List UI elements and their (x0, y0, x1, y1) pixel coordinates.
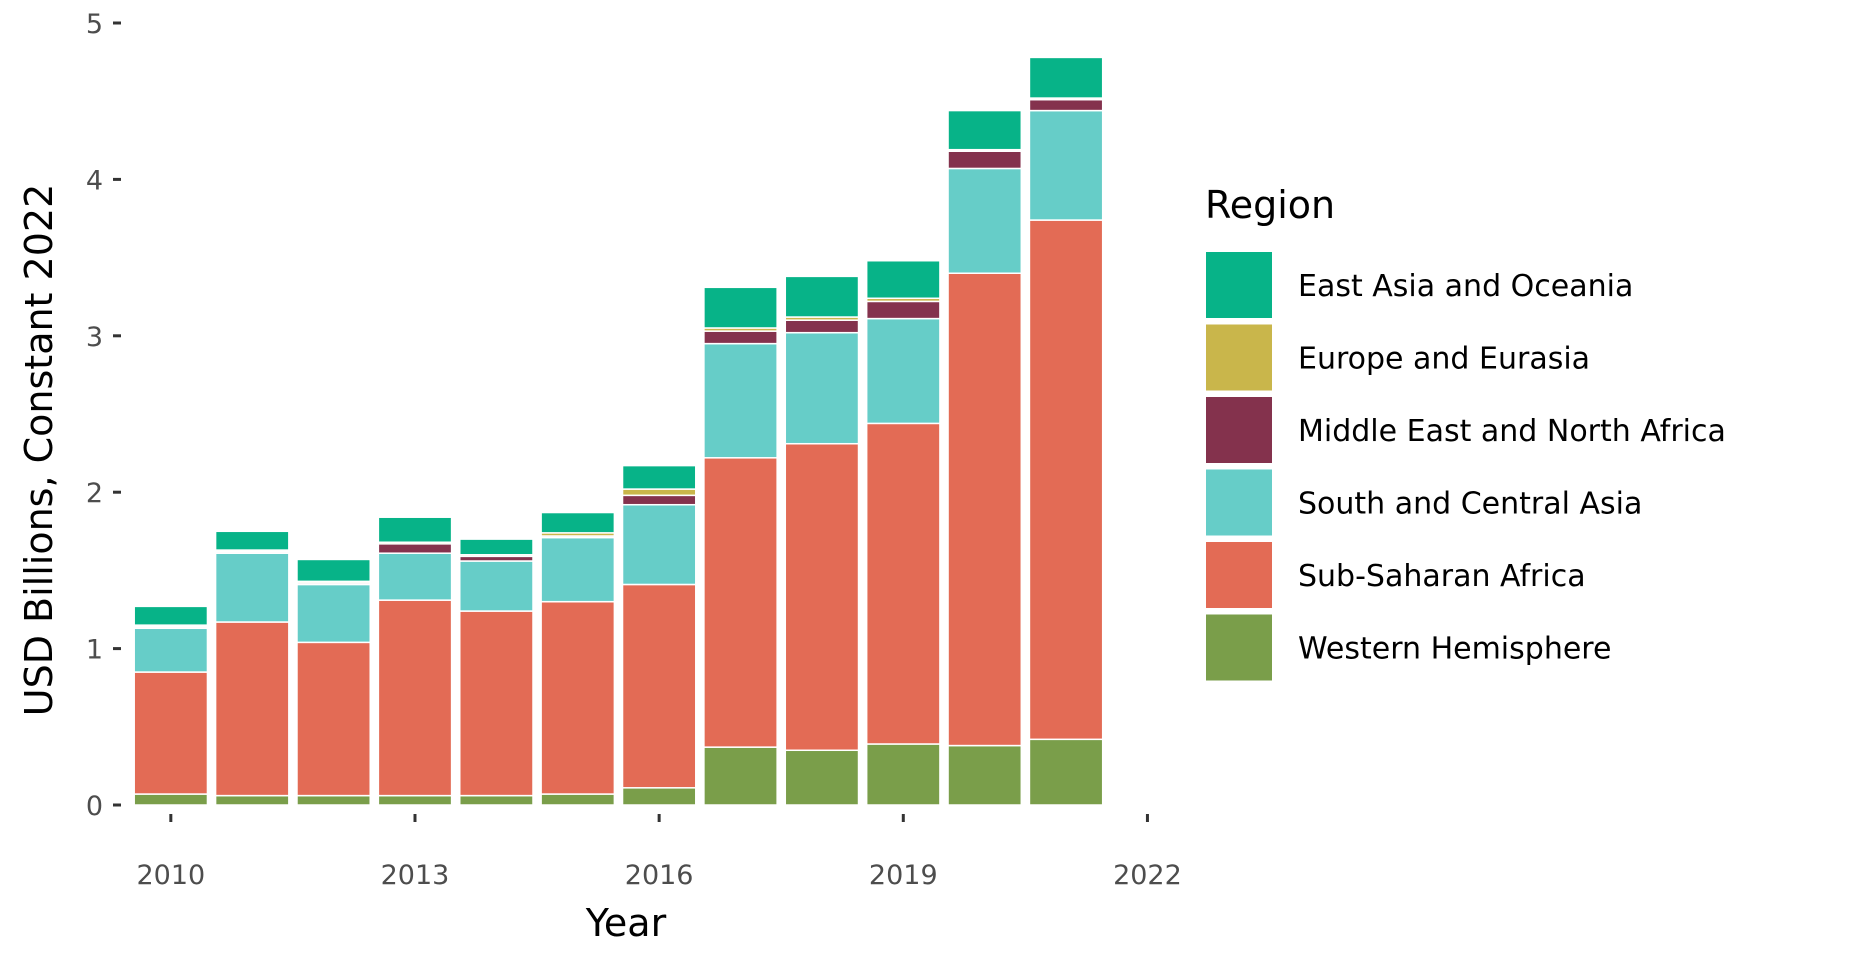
legend-title: Region (1205, 183, 1335, 227)
bar-segment (621, 583, 697, 789)
x-tick-label: 2010 (136, 860, 205, 891)
legend: Region East Asia and Oceania Europe and E… (1204, 183, 1726, 683)
bar-segment (947, 744, 1023, 806)
bar-segment (377, 599, 453, 797)
y-tick-label: 1 (86, 635, 103, 666)
bar-segment (214, 794, 290, 806)
bar-segment (214, 552, 290, 623)
bar-segment (459, 610, 534, 797)
bar-segment (703, 457, 778, 748)
bar-segment (540, 793, 616, 806)
bar-segment (947, 109, 1023, 151)
bar-segment (621, 464, 697, 490)
bar-segment (133, 793, 209, 806)
bars-layer (133, 56, 1104, 806)
bar-segment (133, 671, 209, 795)
bar-segment (377, 794, 453, 806)
bar-segment (296, 794, 371, 806)
bar-segment (377, 516, 453, 543)
bar-segment (377, 552, 453, 601)
bar-segment (459, 538, 534, 556)
bar-segment (865, 422, 941, 745)
legend-key (1204, 322, 1274, 393)
legend-label: Europe and Eurasia (1298, 342, 1590, 377)
legend-label: Sub-Saharan Africa (1298, 559, 1586, 594)
bar-segment (947, 272, 1023, 747)
bar-segment (865, 743, 941, 806)
y-tick-label: 2 (86, 478, 103, 509)
bar-segment (865, 300, 941, 320)
bar-segment (1028, 738, 1104, 806)
bar-segment (784, 749, 860, 806)
bar-segment (865, 259, 941, 300)
x-tick-label: 2019 (869, 860, 938, 891)
bar-segment (214, 621, 290, 797)
x-tick-label: 2022 (1113, 860, 1182, 891)
bar-segment (540, 600, 616, 795)
bar-segment (377, 543, 453, 554)
bar-segment (703, 746, 778, 806)
legend-key (1204, 540, 1274, 610)
bar-segment (1028, 56, 1104, 99)
bar-segment (947, 167, 1023, 274)
bar-segment (621, 494, 697, 506)
bar-segment (540, 536, 616, 603)
legend-label: South and Central Asia (1298, 487, 1642, 522)
bar-segment (621, 488, 697, 497)
bar-segment (1028, 98, 1104, 112)
bar-segment (133, 627, 209, 673)
legend-label: East Asia and Oceania (1298, 269, 1633, 304)
bar-segment (459, 560, 534, 612)
y-tick-label: 3 (86, 322, 103, 353)
y-tick-label: 4 (86, 165, 103, 196)
bar-segment (1028, 109, 1104, 221)
legend-label: Middle East and North Africa (1298, 414, 1726, 449)
legend-key (1204, 467, 1274, 538)
bar-segment (1028, 219, 1104, 741)
x-axis: 2010 2013 2016 2019 2022 (136, 814, 1182, 891)
bar-segment (703, 286, 778, 329)
bar-segment (703, 342, 778, 459)
bar-segment (621, 787, 697, 806)
bar-segment (784, 319, 860, 334)
bar-segment (296, 583, 371, 644)
bar-segment (784, 331, 860, 445)
bar-segment (703, 330, 778, 345)
y-axis-title: USD Billions, Constant 2022 (17, 184, 61, 716)
legend-key (1204, 612, 1274, 683)
bar-segment (784, 442, 860, 752)
y-tick-label: 0 (86, 791, 103, 822)
x-axis-title: Year (585, 901, 667, 945)
bar-segment (214, 530, 290, 551)
bar-segment (296, 558, 371, 583)
y-axis: 0 1 2 3 4 5 (86, 9, 121, 822)
legend-key (1204, 395, 1274, 465)
y-tick-label: 5 (86, 9, 103, 40)
bar-segment (459, 794, 534, 806)
bar-segment (540, 511, 616, 534)
legend-key (1204, 250, 1274, 320)
bar-segment (784, 275, 860, 318)
bar-segment (947, 150, 1023, 170)
x-tick-label: 2016 (625, 860, 694, 891)
legend-label: Western Hemisphere (1298, 632, 1611, 667)
bar-segment (296, 641, 371, 797)
bar-segment (133, 605, 209, 626)
bar-segment (865, 317, 941, 425)
bar-segment (621, 503, 697, 586)
x-tick-label: 2013 (381, 860, 450, 891)
